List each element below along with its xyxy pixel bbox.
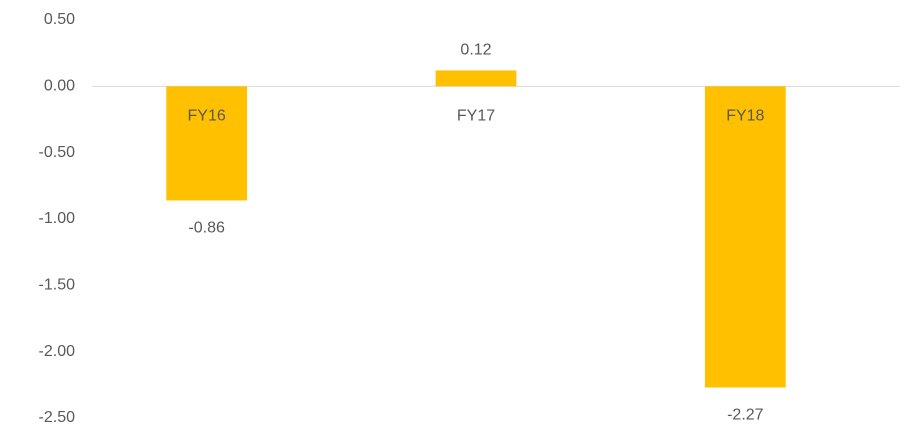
bar	[704, 86, 786, 388]
x-tick-label: FY18	[726, 108, 764, 125]
y-tick-label: -0.50	[39, 144, 76, 161]
x-tick-label: FY17	[457, 108, 495, 125]
data-label: 0.12	[460, 42, 491, 59]
x-tick-label: FY16	[188, 108, 226, 125]
y-tick-label: 0.00	[44, 78, 75, 95]
data-label: -0.86	[188, 220, 225, 237]
bar	[166, 86, 248, 201]
bar	[435, 70, 517, 87]
y-tick-label: -2.50	[39, 409, 76, 426]
y-tick-label: 0.50	[44, 11, 75, 28]
y-tick-label: -1.50	[39, 277, 76, 294]
y-tick-label: -1.00	[39, 210, 76, 227]
data-label: -2.27	[727, 407, 764, 424]
y-tick-label: -2.00	[39, 343, 76, 360]
